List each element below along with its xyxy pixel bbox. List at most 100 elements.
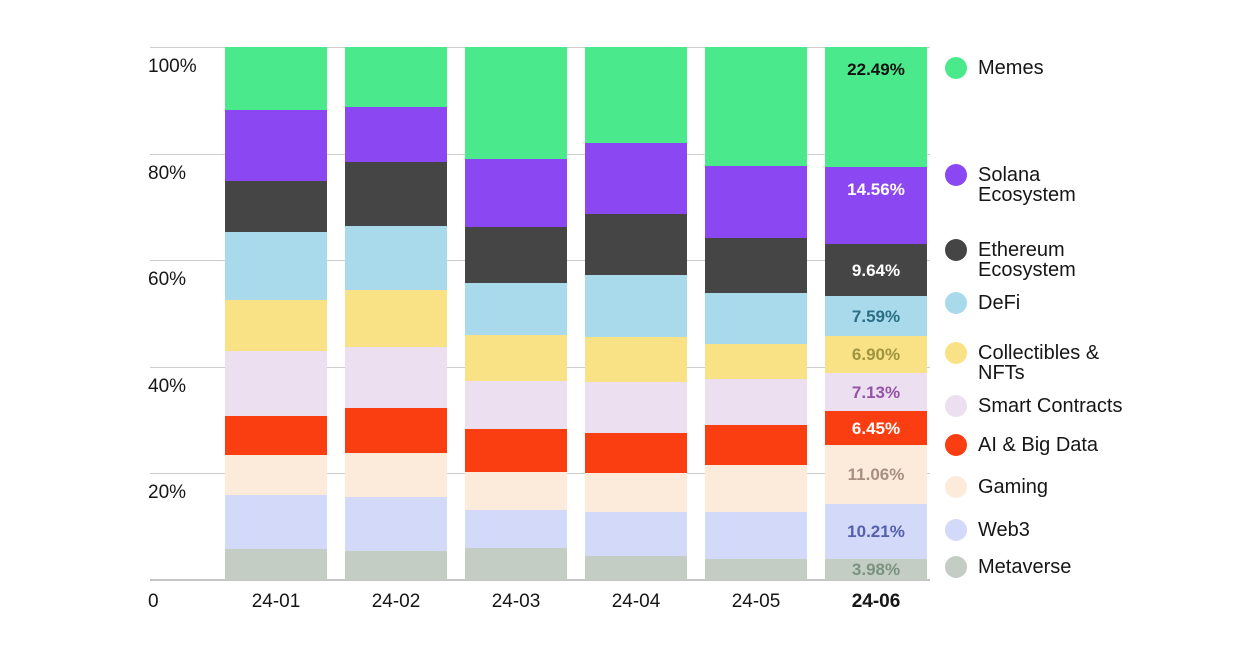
legend-dot-ai-big-data-icon — [945, 434, 967, 456]
bar-24-02 — [345, 47, 447, 580]
segment-24-01-ethereum-ecosystem — [225, 181, 327, 232]
segment-24-06-metaverse: 3.98% — [825, 558, 927, 580]
value-label-gaming: 11.06% — [847, 465, 905, 485]
segment-24-05-memes — [705, 47, 807, 166]
segment-24-06-ethereum-ecosystem: 9.64% — [825, 244, 927, 296]
legend-dot-gaming-icon — [945, 476, 967, 498]
segment-24-03-web3 — [465, 510, 567, 549]
segment-24-01-metaverse — [225, 549, 327, 580]
segment-24-01-smart-contracts — [225, 350, 327, 416]
segment-24-02-ethereum-ecosystem — [345, 161, 447, 226]
segment-24-06-solana-ecosystem: 14.56% — [825, 166, 927, 245]
legend-dot-memes-icon — [945, 57, 967, 79]
segment-24-06-memes: 22.49% — [825, 47, 927, 167]
segment-24-06-web3: 10.21% — [825, 504, 927, 559]
y-axis-label-20: 20% — [148, 482, 187, 504]
value-label-web3: 10.21% — [847, 522, 905, 542]
legend-label: Smart Contracts — [978, 395, 1123, 417]
segment-24-04-smart-contracts — [585, 381, 687, 433]
x-axis-label-24-06: 24-06 — [851, 591, 901, 612]
legend-dot-defi-icon — [945, 292, 967, 314]
segment-24-02-solana-ecosystem — [345, 107, 447, 162]
segment-24-02-gaming — [345, 452, 447, 497]
segment-24-05-defi — [705, 293, 807, 344]
segment-24-04-solana-ecosystem — [585, 142, 687, 215]
segment-24-01-solana-ecosystem — [225, 110, 327, 182]
segment-24-03-memes — [465, 47, 567, 159]
plot-area: 22.49% 14.56% 9.64% 7.59% 6.90% 7.13% 6.45% 11.… — [150, 47, 930, 581]
x-axis-label-24-01: 24-01 — [251, 591, 301, 612]
legend-label: Solana Ecosystem — [978, 164, 1076, 206]
segment-24-02-defi — [345, 225, 447, 291]
value-label-defi: 7.59% — [851, 306, 901, 326]
segment-24-04-defi — [585, 275, 687, 337]
segment-24-03-solana-ecosystem — [465, 158, 567, 227]
legend-label: Gaming — [978, 476, 1049, 498]
value-label-metaverse: 3.98% — [851, 559, 901, 579]
value-label-solana-ecosystem: 14.56% — [847, 179, 905, 199]
legend-label: AI & Big Data — [978, 434, 1099, 456]
segment-24-02-ai-big-data — [345, 407, 447, 453]
legend-label: Collectibles & NFTs — [978, 342, 1100, 384]
legend-dot-web3-icon — [945, 519, 967, 541]
segment-24-03-metaverse — [465, 548, 567, 580]
segment-24-02-memes — [345, 47, 447, 108]
segment-24-04-ai-big-data — [585, 432, 687, 473]
y-axis-label-80: 80% — [148, 162, 187, 184]
segment-24-06-defi: 7.59% — [825, 295, 927, 337]
value-label-ai-big-data: 6.45% — [851, 418, 901, 438]
legend-dot-metaverse-icon — [945, 556, 967, 578]
value-label-collectibles-nfts: 6.90% — [851, 345, 901, 365]
x-axis-line — [150, 579, 930, 581]
segment-24-06-gaming: 11.06% — [825, 445, 927, 505]
segment-24-05-smart-contracts — [705, 379, 807, 425]
segment-24-05-solana-ecosystem — [705, 165, 807, 239]
segment-24-05-gaming — [705, 464, 807, 512]
segment-24-04-memes — [585, 47, 687, 143]
x-axis-label-24-04: 24-04 — [611, 591, 661, 612]
segment-24-03-collectibles-nfts — [465, 335, 567, 382]
segment-24-06-smart-contracts: 7.13% — [825, 373, 927, 412]
segment-24-04-ethereum-ecosystem — [585, 214, 687, 276]
segment-24-01-ai-big-data — [225, 415, 327, 455]
bar-24-03 — [465, 47, 567, 580]
y-axis-label-60: 60% — [148, 269, 187, 291]
segment-24-02-collectibles-nfts — [345, 290, 447, 347]
bar-24-01 — [225, 47, 327, 580]
x-axis-label-24-05: 24-05 — [731, 591, 781, 612]
y-axis-label-100: 100% — [148, 56, 197, 77]
segment-24-01-web3 — [225, 494, 327, 550]
y-axis-label-0: 0 — [148, 591, 159, 612]
segment-24-05-web3 — [705, 511, 807, 560]
segment-24-04-gaming — [585, 472, 687, 512]
segment-24-04-web3 — [585, 511, 687, 557]
segment-24-01-memes — [225, 47, 327, 111]
segment-24-02-smart-contracts — [345, 346, 447, 408]
segment-24-04-metaverse — [585, 556, 687, 580]
segment-24-01-gaming — [225, 454, 327, 495]
legend-dot-ethereum-ecosystem-icon — [945, 239, 967, 261]
legend-label: Metaverse — [978, 556, 1072, 578]
legend-label: DeFi — [978, 292, 1021, 314]
segment-24-02-web3 — [345, 496, 447, 551]
segment-24-01-collectibles-nfts — [225, 299, 327, 351]
x-axis-label-24-02: 24-02 — [371, 591, 421, 612]
segment-24-03-ai-big-data — [465, 428, 567, 472]
segment-24-05-ai-big-data — [705, 424, 807, 465]
bar-24-04 — [585, 47, 687, 580]
segment-24-06-ai-big-data: 6.45% — [825, 411, 927, 446]
legend-dot-solana-ecosystem-icon — [945, 164, 967, 186]
segment-24-03-defi — [465, 283, 567, 336]
legend-label: Memes — [978, 57, 1044, 79]
bar-24-05 — [705, 47, 807, 580]
value-label-memes: 22.49% — [847, 60, 905, 79]
segment-24-04-collectibles-nfts — [585, 336, 687, 382]
segment-24-05-ethereum-ecosystem — [705, 238, 807, 294]
segment-24-05-metaverse — [705, 559, 807, 580]
legend-label: Web3 — [978, 519, 1030, 541]
legend-dot-smart-contracts-icon — [945, 395, 967, 417]
bar-24-06: 22.49% 14.56% 9.64% 7.59% 6.90% 7.13% 6.45% 11.… — [825, 47, 927, 580]
segment-24-03-gaming — [465, 471, 567, 511]
segment-24-03-smart-contracts — [465, 381, 567, 429]
